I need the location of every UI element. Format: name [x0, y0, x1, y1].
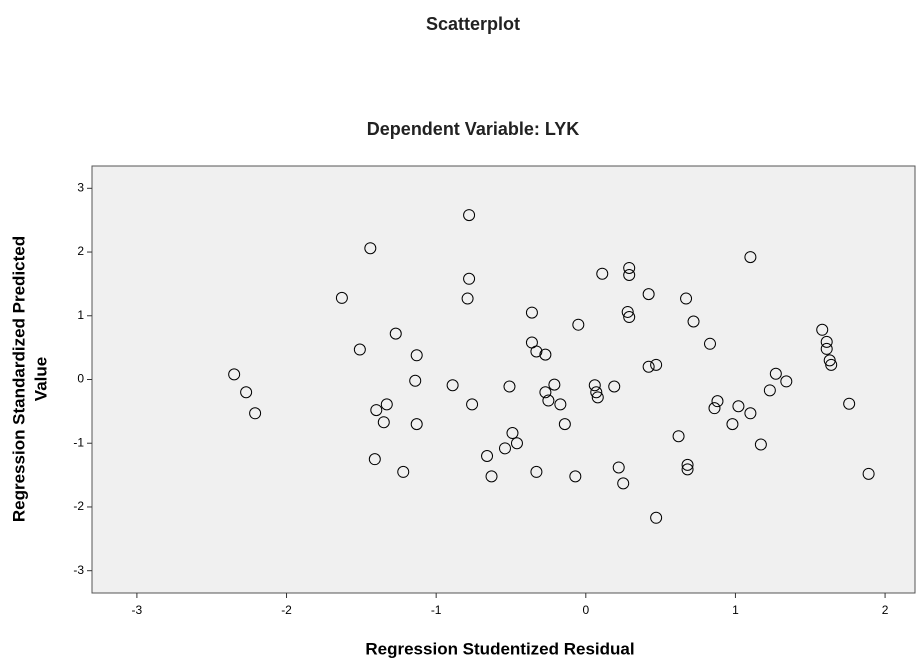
y-tick-label: -3 — [73, 563, 84, 577]
y-tick-label: -1 — [73, 435, 84, 449]
x-axis-label: Regression Studentized Residual — [365, 639, 634, 658]
chart: Scatterplot Dependent Variable: LYK Regr… — [0, 0, 916, 661]
x-tick-label: -2 — [281, 603, 292, 617]
y-tick-label: -2 — [73, 499, 84, 513]
y-tick-label: 1 — [77, 308, 84, 322]
y-tick-label: 0 — [77, 372, 84, 386]
y-tick-label: 2 — [77, 244, 84, 258]
x-tick-label: 1 — [732, 603, 739, 617]
y-axis-label: Value — [31, 357, 50, 401]
chart-title: Scatterplot — [426, 14, 520, 34]
y-axis-label: Regression Standardized Predicted — [9, 236, 28, 522]
chart-subtitle: Dependent Variable: LYK — [367, 119, 579, 139]
y-tick-label: 3 — [77, 180, 84, 194]
x-tick-label: 2 — [882, 603, 889, 617]
x-tick-label: -3 — [132, 603, 143, 617]
x-tick-label: -1 — [431, 603, 442, 617]
x-tick-label: 0 — [582, 603, 589, 617]
